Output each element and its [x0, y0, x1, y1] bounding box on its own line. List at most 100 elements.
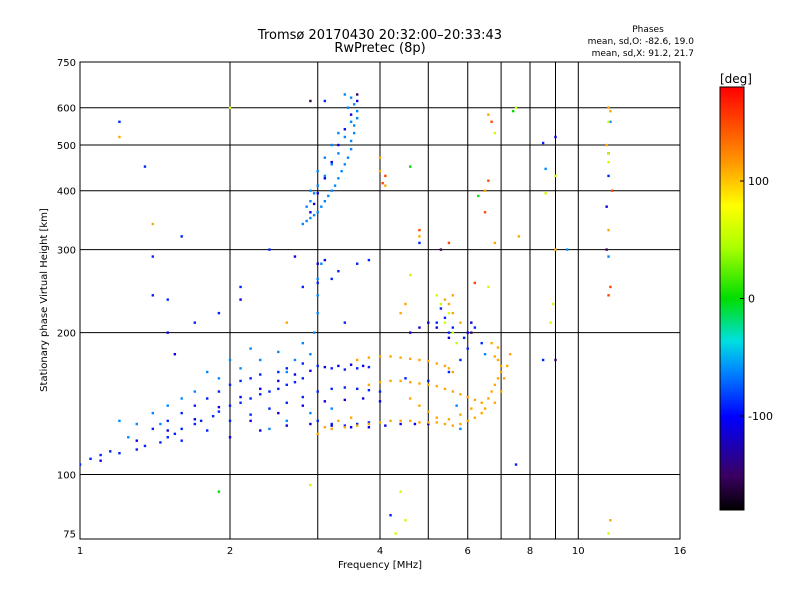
scatter-point [466, 395, 469, 399]
scatter-point [277, 350, 280, 354]
scatter-point [309, 353, 312, 356]
colorbar-tick-label: 0 [748, 293, 755, 306]
scatter-point [239, 379, 242, 383]
scatter-point [352, 103, 356, 106]
scatter-point [447, 367, 451, 370]
scatter-point [346, 156, 350, 159]
scatter-point [330, 424, 333, 427]
scatter-point [327, 194, 330, 198]
scatter-point [487, 113, 490, 116]
scatter-point [609, 120, 612, 124]
scatter-point [493, 241, 497, 245]
scatter-point [367, 388, 371, 392]
scatter-point [343, 163, 347, 166]
scatter-point [80, 463, 82, 466]
scatter-point [312, 213, 316, 217]
scatter-point [427, 410, 430, 413]
scatter-point [305, 205, 308, 208]
scatter-point [451, 424, 455, 427]
scatter-point [316, 419, 319, 423]
scatter-point [605, 248, 608, 251]
scatter-point [333, 184, 337, 187]
scatter-point [367, 426, 371, 429]
scatter-point [320, 205, 323, 208]
scatter-point [607, 255, 610, 258]
scatter-point [551, 302, 555, 306]
scatter-point [316, 311, 319, 315]
scatter-point [609, 109, 612, 113]
scatter-point [384, 174, 387, 178]
scatter-point [330, 163, 333, 166]
scatter-point [193, 321, 197, 324]
colorbar-tick-label: 100 [748, 175, 769, 188]
scatter-point [309, 189, 312, 192]
scatter-point [217, 405, 221, 409]
scatter-point [418, 382, 421, 385]
scatter-point [409, 165, 412, 168]
y-tick-label: 100 [57, 471, 76, 482]
chart-subtitle: RwPretec (8p) [334, 41, 425, 56]
scatter-point [544, 167, 547, 171]
scatter-point [118, 419, 121, 423]
scatter-point [487, 285, 490, 289]
scatter-point [323, 99, 327, 103]
scatter-point [277, 379, 280, 383]
scatter-point [343, 386, 347, 389]
scatter-point [384, 424, 387, 427]
scatter-point [499, 364, 503, 368]
scatter-point [343, 368, 347, 371]
scatter-point [159, 441, 162, 444]
scatter-point [483, 353, 487, 356]
scatter-point [399, 379, 402, 383]
scatter-point [312, 202, 316, 206]
scatter-point [490, 341, 493, 345]
scatter-point [337, 152, 340, 155]
scatter-point [151, 427, 155, 431]
scatter-point [343, 424, 347, 427]
scatter-point [544, 192, 547, 195]
scatter-point [166, 436, 169, 439]
scatter-point [439, 248, 443, 251]
scatter-point [493, 355, 497, 358]
scatter-point [323, 177, 327, 180]
scatter-point [480, 401, 483, 404]
scatter-point [349, 426, 353, 429]
scatter-point [301, 362, 305, 365]
colorbar-ticks: 100 0 -100 [740, 175, 773, 423]
scatter-point [378, 169, 382, 173]
scatter-point [349, 363, 353, 366]
scatter-point [378, 381, 382, 384]
scatter-point [355, 116, 359, 120]
scatter-point [285, 370, 288, 374]
scatter-point [451, 311, 455, 315]
scatter-point [427, 383, 430, 387]
scatter-point [447, 336, 451, 340]
y-tick-label: 750 [57, 58, 76, 69]
scatter-point [541, 141, 545, 145]
scatter-point [330, 427, 333, 431]
scatter-point [384, 184, 387, 187]
scatter-point [466, 331, 469, 334]
scatter-point [443, 321, 447, 324]
x-tick-label: 16 [674, 546, 687, 557]
scatter-point [459, 413, 462, 416]
scatter-point [439, 302, 443, 306]
scatter-point [337, 143, 340, 147]
grid-lines [80, 62, 680, 539]
scatter-point [349, 139, 353, 143]
scatter-point [607, 152, 610, 155]
scatter-point [293, 255, 297, 258]
scatter-point [239, 367, 242, 370]
scatter-point [301, 285, 305, 289]
scatter-point [367, 356, 371, 359]
scatter-point [166, 404, 169, 407]
scatter-point [451, 370, 455, 374]
scatter-point [389, 355, 392, 358]
scatter-point [249, 413, 252, 416]
scatter-point [447, 370, 451, 374]
scatter-point [323, 426, 327, 429]
scatter-point [470, 331, 473, 334]
scatter-point [349, 120, 353, 124]
scatter-point [514, 106, 518, 109]
scatter-point [159, 422, 162, 426]
